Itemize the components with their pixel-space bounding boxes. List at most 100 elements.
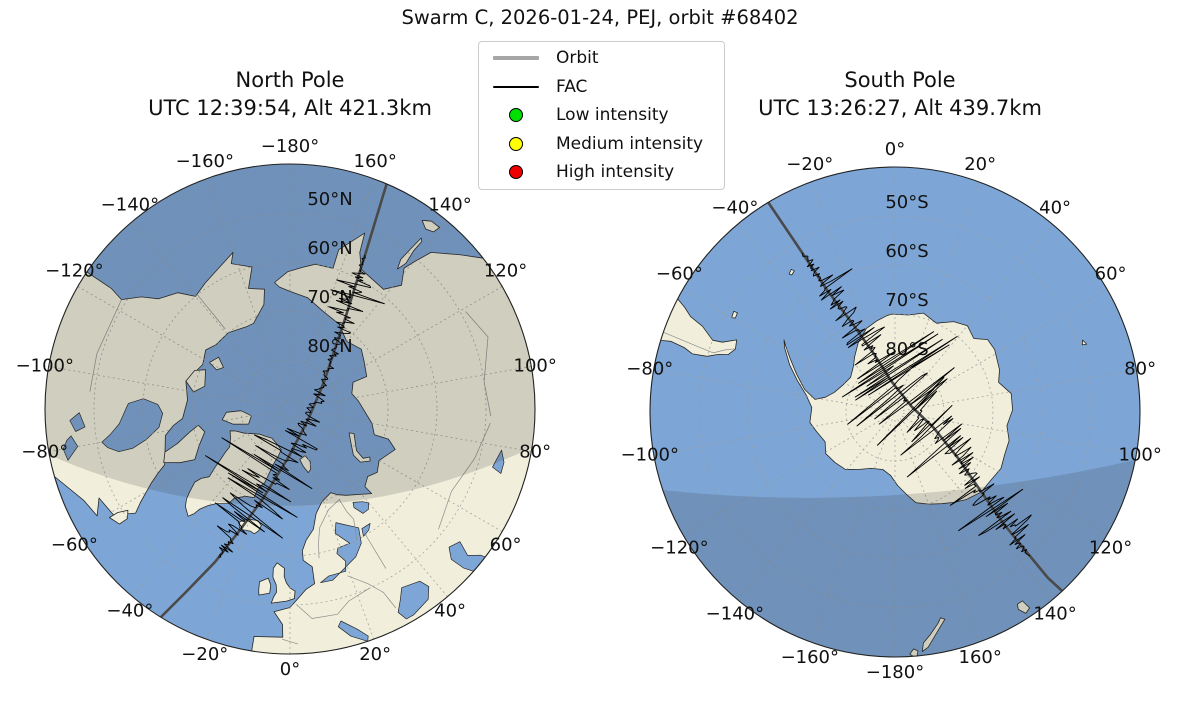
- lon-tick-label: −180°: [261, 136, 319, 157]
- map-rim: [649, 166, 1141, 658]
- lon-tick-label: −80°: [21, 442, 68, 463]
- country-border: [281, 638, 299, 645]
- north-pole-map: 50°N60°N70°N80°N−180°160°140°120°100°80°…: [16, 136, 557, 680]
- lon-tick-label: 160°: [959, 647, 1002, 668]
- night-shade: [45, 164, 535, 506]
- high-intensity-marker-icon: [492, 165, 540, 180]
- lat-tick-label: 70°S: [885, 290, 928, 311]
- landmass: [45, 252, 265, 517]
- country-border: [338, 499, 358, 541]
- country-border: [438, 422, 491, 530]
- lon-tick-label: 140°: [1033, 604, 1076, 625]
- north-panel-title-block: North Pole UTC 12:39:54, Alt 421.3km: [30, 66, 550, 122]
- landmass: [788, 268, 795, 276]
- lon-tick-label: 120°: [484, 261, 527, 282]
- lon-tick-label: 80°: [519, 442, 551, 463]
- lon-tick-label: 60°: [490, 535, 522, 556]
- landmass: [163, 424, 206, 464]
- lat-tick-label: 50°N: [307, 189, 352, 210]
- inland-water: [397, 580, 430, 620]
- lon-tick-label: −160°: [176, 151, 234, 172]
- lon-tick-label: 0°: [885, 139, 905, 160]
- lon-tick-label: −60°: [51, 535, 98, 556]
- inland-water: [361, 523, 371, 537]
- lon-tick-label: −180°: [866, 662, 924, 683]
- legend-item-orbit: Orbit: [479, 44, 724, 73]
- lon-tick-label: 60°: [1095, 264, 1127, 285]
- night-shade: [662, 460, 1135, 657]
- country-border: [347, 575, 397, 609]
- south-panel-title-block: South Pole UTC 13:26:27, Alt 439.7km: [640, 66, 1160, 122]
- lat-tick-label: 60°N: [307, 238, 352, 259]
- low-intensity-marker-icon: [492, 108, 540, 123]
- legend-item-label: FAC: [556, 76, 588, 97]
- landmass: [258, 577, 272, 596]
- legend-item-label: Medium intensity: [556, 133, 704, 154]
- country-border: [197, 294, 226, 330]
- lon-tick-label: −100°: [621, 445, 679, 466]
- lon-tick-label: −120°: [45, 261, 103, 282]
- legend: Orbit FAC Low intensity Medium intensity Hig…: [478, 41, 725, 190]
- country-border: [663, 331, 735, 354]
- orbit-track: [157, 175, 391, 621]
- lon-tick-label: −80°: [626, 358, 673, 379]
- lon-tick-label: 20°: [359, 644, 391, 665]
- lon-tick-label: 40°: [434, 601, 466, 622]
- legend-item-label: Orbit: [556, 48, 599, 69]
- south-panel-title: South Pole: [844, 68, 956, 92]
- lon-tick-label: 20°: [964, 154, 996, 175]
- lon-tick-label: 140°: [428, 194, 471, 215]
- legend-item-label: High intensity: [556, 162, 675, 183]
- lon-tick-label: −160°: [781, 647, 839, 668]
- south-panel-subtitle: UTC 13:26:27, Alt 439.7km: [758, 96, 1042, 120]
- country-border: [89, 299, 122, 392]
- graticule: [653, 167, 1137, 657]
- inland-water: [101, 398, 164, 453]
- lon-tick-label: 120°: [1089, 538, 1132, 559]
- south-pole-map: 50°S60°S70°S80°S0°20°40°60°80°100°120°14…: [621, 139, 1162, 683]
- inland-water: [337, 620, 369, 642]
- legend-item-high-intensity: High intensity: [479, 158, 724, 187]
- fac-trace: [204, 254, 385, 558]
- country-border: [318, 498, 341, 559]
- legend-item-low-intensity: Low intensity: [479, 101, 724, 130]
- country-border: [465, 311, 492, 417]
- lon-tick-label: −60°: [656, 264, 703, 285]
- country-border: [296, 587, 370, 619]
- landmass: [1017, 600, 1030, 614]
- lat-tick-label: 50°S: [885, 192, 928, 213]
- lon-tick-label: −120°: [650, 538, 708, 559]
- lon-tick-label: 100°: [1119, 445, 1162, 466]
- landmass: [421, 219, 440, 233]
- lon-tick-label: 160°: [354, 151, 397, 172]
- inland-water: [69, 412, 86, 432]
- fac-trace: [802, 252, 1032, 557]
- medium-intensity-marker-icon: [492, 136, 540, 151]
- north-panel-subtitle: UTC 12:39:54, Alt 421.3km: [148, 96, 432, 120]
- lon-tick-label: 80°: [1124, 358, 1156, 379]
- lon-tick-label: −100°: [16, 355, 74, 376]
- inland-water: [492, 449, 505, 474]
- lon-tick-label: −140°: [706, 604, 764, 625]
- landmass: [348, 432, 371, 463]
- figure-title: Swarm C, 2026-01-24, PEJ, orbit #68402: [401, 6, 799, 29]
- landmass: [921, 617, 946, 652]
- landmass: [109, 509, 129, 525]
- lon-tick-label: −140°: [101, 194, 159, 215]
- lat-tick-label: 60°S: [885, 241, 928, 262]
- north-panel-title: North Pole: [235, 68, 345, 92]
- lon-tick-label: 40°: [1039, 197, 1071, 218]
- lon-tick-label: 0°: [280, 659, 300, 680]
- country-border: [365, 534, 387, 569]
- lon-tick-label: −20°: [181, 644, 228, 665]
- landmass: [270, 562, 296, 604]
- legend-item-fac: FAC: [479, 73, 724, 102]
- lon-tick-label: 100°: [514, 355, 557, 376]
- orbit-line-sample-icon: [492, 56, 540, 61]
- inland-water: [320, 522, 362, 584]
- orbit-track: [766, 201, 1073, 601]
- lat-tick-label: 80°N: [307, 336, 352, 357]
- landmass: [1081, 339, 1088, 346]
